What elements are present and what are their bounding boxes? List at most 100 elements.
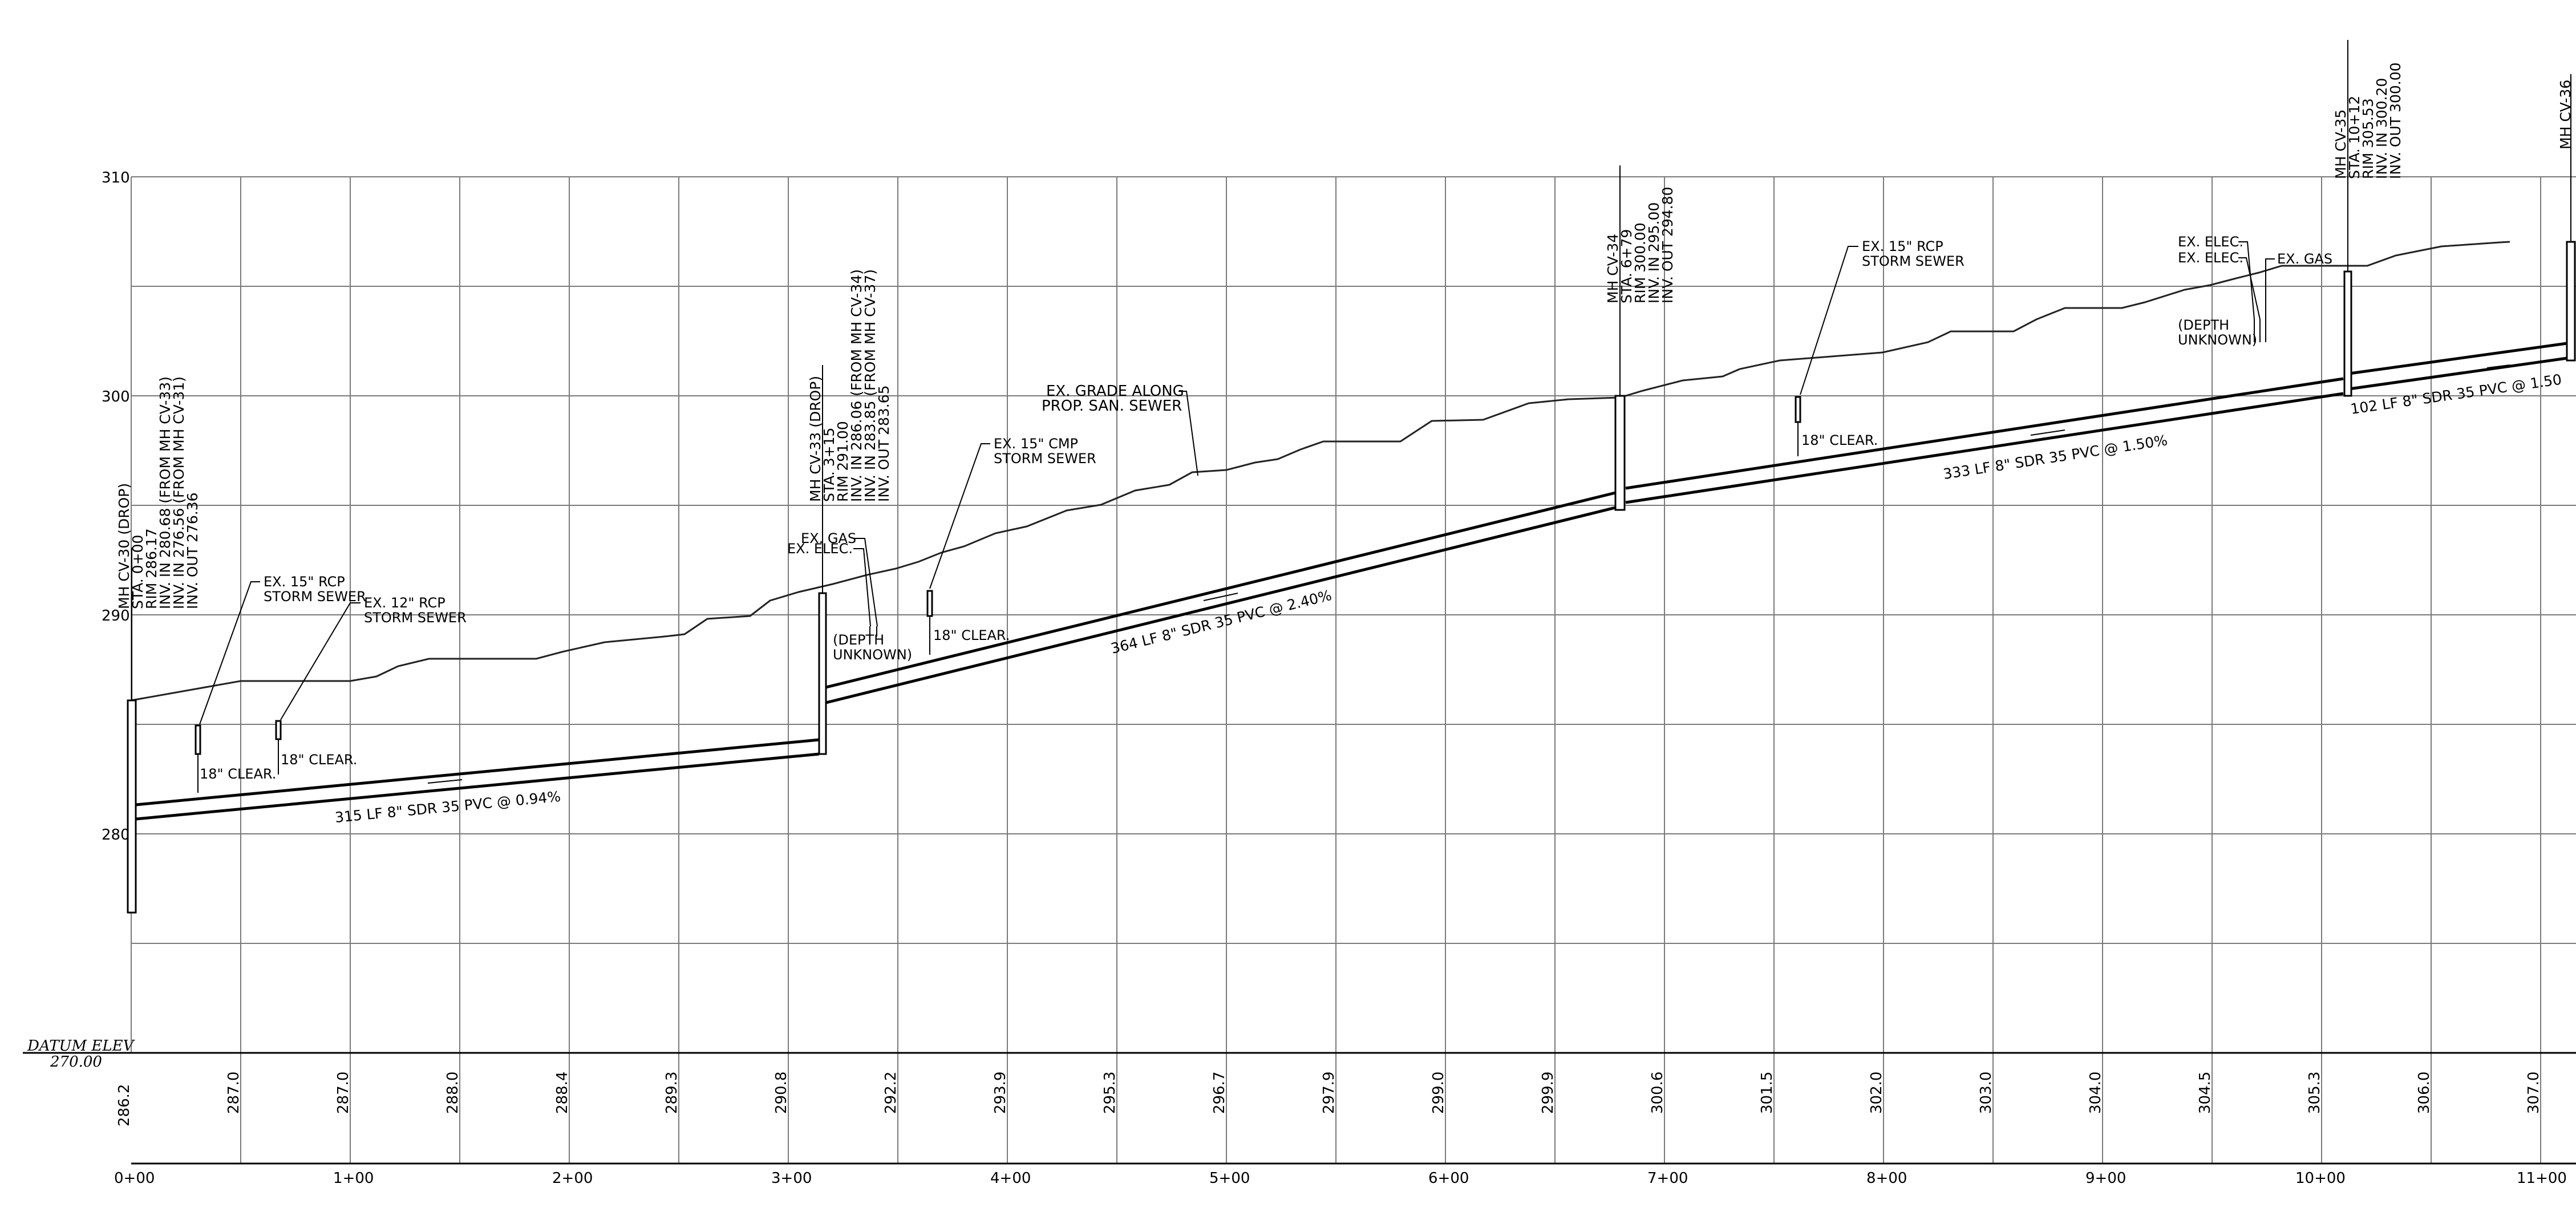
- flow-arrow-icon: [427, 779, 463, 784]
- grade-elev-value: 300.6: [1649, 1072, 1666, 1114]
- station-label: 4+00: [990, 1170, 1031, 1187]
- existing-grade-callout: EX. GRADE ALONG PROP. SAN. SEWER: [1042, 383, 1198, 476]
- profile-grid: [23, 176, 2576, 1165]
- existing-grade-line: [131, 241, 2510, 702]
- gas-label: EX. GAS: [2277, 251, 2332, 267]
- station-axis: 0+00 1+00 2+00 3+00 4+00 5+00 6+00 7+00 …: [114, 1170, 2567, 1187]
- grade-note-line: PROP. SAN. SEWER: [1042, 398, 1182, 415]
- grade-elev-value: 287.0: [335, 1072, 352, 1114]
- grade-elev-value: 296.7: [1211, 1072, 1228, 1114]
- grade-elev-value: 304.0: [2087, 1072, 2104, 1114]
- flow-arrow-icon: [2486, 364, 2510, 368]
- mh-line: INV. IN 300.20: [2374, 78, 2390, 179]
- datum-label: DATUM ELEV 270.00: [27, 1037, 135, 1071]
- elev-label: 310: [102, 169, 130, 187]
- mh-line: RIM 305.53: [2360, 98, 2376, 179]
- grade-elev-value: 304.5: [2197, 1072, 2214, 1114]
- grade-elev-value: 286.2: [116, 1084, 133, 1126]
- station-label: 9+00: [2085, 1170, 2126, 1187]
- station-label: 1+00: [333, 1170, 374, 1187]
- mh-line: INV. OUT 283.65: [876, 385, 892, 502]
- station-label: 0+00: [114, 1170, 155, 1187]
- mh-line: STA. 3+15: [821, 428, 837, 502]
- storm-sewer-label: STORM SEWER: [1862, 253, 1965, 269]
- mh-line: INV. OUT 294.80: [1659, 187, 1676, 303]
- elev-label: 300: [102, 388, 130, 406]
- manhole-cv-34-label: MH CV-34 STA. 6+79 RIM 300.00 INV. IN 29…: [1605, 187, 1676, 303]
- pipe-run-4-invert: [2348, 356, 2567, 391]
- grade-elev-value: 295.3: [1101, 1072, 1119, 1114]
- clearance-label: 18" CLEAR.: [281, 752, 357, 768]
- grade-elev-value: 288.0: [444, 1072, 461, 1114]
- grade-elev-value: 290.8: [773, 1072, 790, 1114]
- mh-line: STA. 6+79: [1618, 229, 1635, 303]
- pipe-run-3-invert: [1625, 392, 2344, 504]
- mh-line: STA. 10+12: [2346, 96, 2363, 179]
- pipe-run-1-crown: [135, 738, 820, 806]
- clearance-label: 18" CLEAR.: [933, 627, 1010, 643]
- manhole-cv-33: [818, 592, 827, 755]
- pipe-run-1-invert: [135, 752, 820, 821]
- grade-elev-value: 288.4: [554, 1072, 571, 1114]
- utility-crossings-run-3: EX. 15" RCP STORM SEWER 18" CLEAR. EX. E…: [1795, 234, 2332, 456]
- clearance-label: 18" CLEAR.: [1801, 432, 1878, 448]
- grade-elev-value: 289.3: [663, 1072, 681, 1114]
- storm-sewer-label: EX. 12" RCP: [364, 595, 445, 611]
- mh-line: INV. OUT 300.00: [2387, 62, 2404, 179]
- station-label: 6+00: [1428, 1170, 1469, 1187]
- station-label: 2+00: [552, 1170, 593, 1187]
- depth-unknown-label: (DEPTH: [833, 632, 884, 648]
- depth-unknown-label: UNKNOWN): [2178, 332, 2257, 348]
- flow-arrow-icon: [2030, 429, 2065, 436]
- manhole-cv-36: [2566, 241, 2576, 362]
- storm-sewer-label: STORM SEWER: [364, 610, 467, 626]
- datum-value: 270.00: [50, 1053, 102, 1071]
- manhole-cv-34: [1614, 395, 1626, 511]
- mh-line: MH CV-33 (DROP): [807, 376, 824, 502]
- clearance-label: 18" CLEAR.: [200, 766, 276, 782]
- elec-label: EX. ELEC.: [2178, 234, 2243, 250]
- elec-label: EX. ELEC.: [2178, 250, 2243, 266]
- pipe-run-2-crown: [825, 490, 1621, 689]
- mh-line: RIM 300.00: [1632, 222, 1649, 303]
- station-label: 10+00: [2295, 1170, 2346, 1187]
- cmp-storm-label: EX. 15" CMP: [994, 436, 1078, 452]
- elec-label: EX. ELEC.: [787, 541, 853, 557]
- grade-elevations: 286.2 287.0 287.0 288.0 288.4 289.3 290.…: [116, 1072, 2542, 1126]
- mh-line: RIM 291.00: [835, 421, 851, 502]
- mh-line: INV. IN 280.68 (FROM MH CV-33): [157, 376, 173, 609]
- station-label: 3+00: [771, 1170, 812, 1187]
- pipe-label-1: 315 LF 8" SDR 35 PVC @ 0.94%: [334, 788, 561, 826]
- mh-line: INV. IN 295.00: [1646, 202, 1662, 303]
- pipe-run-4-crown: [2348, 342, 2567, 375]
- manhole-cv-36-label: MH CV-36: [2557, 80, 2574, 149]
- grade-elev-value: 307.0: [2525, 1072, 2542, 1114]
- manhole-cv-33-label: MH CV-33 (DROP) STA. 3+15 RIM 291.00 INV…: [807, 269, 892, 502]
- grade-elev-value: 287.0: [225, 1072, 242, 1114]
- gas-label: EX. GAS: [801, 530, 856, 546]
- storm-sewer-label: EX. 15" RCP: [1862, 238, 1943, 254]
- manhole-cv-30-label: MH CV-30 (DROP) STA. 0+00 RIM 286.17 INV…: [116, 376, 201, 609]
- cmp-storm-label: STORM SEWER: [994, 451, 1096, 467]
- grade-elev-value: 303.0: [1978, 1072, 1995, 1114]
- pipe-run-2-invert: [825, 505, 1621, 704]
- grade-elev-value: 293.9: [992, 1072, 1009, 1114]
- grade-elev-value: 302.0: [1868, 1072, 1885, 1114]
- grade-elev-value: 297.9: [1321, 1072, 1338, 1114]
- manhole-cv-35-label: MH CV-35 STA. 10+12 RIM 305.53 INV. IN 3…: [2332, 62, 2404, 179]
- station-label: 7+00: [1647, 1170, 1688, 1187]
- grade-elev-value: 306.0: [2416, 1072, 2433, 1114]
- utility-crossings-run-2: EX. GAS EX. ELEC. (DEPTH UNKNOWN) EX. 15…: [787, 436, 1096, 663]
- station-label: 8+00: [1866, 1170, 1907, 1187]
- grade-note-line: EX. GRADE ALONG: [1046, 383, 1184, 400]
- pipe-run-3-crown: [1625, 377, 2344, 490]
- mh-line: MH CV-30 (DROP): [116, 483, 132, 609]
- mh-line: MH CV-36: [2557, 80, 2574, 149]
- pipe-label-3: 333 LF 8" SDR 35 PVC @ 1.50%: [1942, 432, 2169, 483]
- manhole-cv-30: [127, 699, 137, 914]
- mh-line: MH CV-35: [2332, 110, 2349, 179]
- mh-line: INV. OUT 276.36: [184, 492, 201, 609]
- grade-elev-value: 301.5: [1759, 1072, 1776, 1114]
- elev-label: 290: [102, 607, 130, 625]
